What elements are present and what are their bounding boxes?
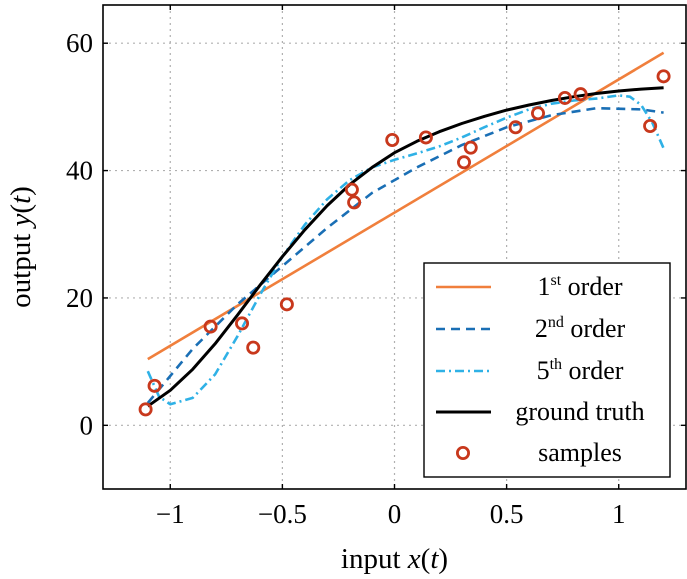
y-tick-label: 40 — [66, 156, 93, 186]
sample-point — [138, 402, 153, 417]
x-tick-label: 1 — [612, 499, 626, 529]
y-axis-label: output y(t) — [5, 186, 37, 308]
legend-label-second-order: 2nd order — [535, 314, 626, 343]
sample-point — [573, 87, 588, 102]
y-tick-label: 60 — [66, 28, 93, 58]
x-tick-label: −1 — [156, 499, 185, 529]
y-tick-label: 20 — [66, 283, 93, 313]
x-tick-label: 0.5 — [490, 499, 524, 529]
legend: 1st order 2nd order 5th order ground truth s… — [423, 262, 671, 478]
legend-box — [423, 262, 671, 478]
sample-point — [557, 90, 572, 105]
sample-point — [508, 120, 523, 135]
plot-area — [138, 51, 671, 417]
sample-point — [463, 140, 478, 155]
series-line-fifth-order — [146, 94, 665, 406]
sample-point — [656, 69, 671, 84]
sample-point — [235, 316, 250, 331]
x-tick-label: −0.5 — [258, 499, 307, 529]
series-line-ground-truth — [146, 86, 664, 408]
sample-point — [147, 378, 162, 393]
sample-point — [643, 119, 658, 134]
legend-swatch-samples — [455, 445, 470, 460]
x-axis-label: input x(t) — [341, 543, 448, 575]
sample-point — [457, 155, 472, 170]
ticks: −1 −0.5 0 0.5 1 0 20 40 60 — [66, 5, 686, 529]
sample-point — [203, 319, 218, 334]
sample-point — [531, 106, 546, 121]
sample-point — [385, 133, 400, 148]
sample-point — [344, 182, 359, 197]
legend-label-ground-truth: ground truth — [515, 397, 644, 426]
sample-point — [279, 297, 294, 312]
sample-point — [246, 340, 261, 355]
legend-label-fifth-order: 5th order — [537, 356, 624, 385]
sample-point — [418, 130, 433, 145]
legend-label-samples: samples — [538, 438, 622, 467]
legend-label-first-order: 1st order — [537, 272, 622, 301]
x-tick-label: 0 — [388, 499, 402, 529]
y-tick-label: 0 — [80, 410, 94, 440]
sample-point — [347, 195, 362, 210]
